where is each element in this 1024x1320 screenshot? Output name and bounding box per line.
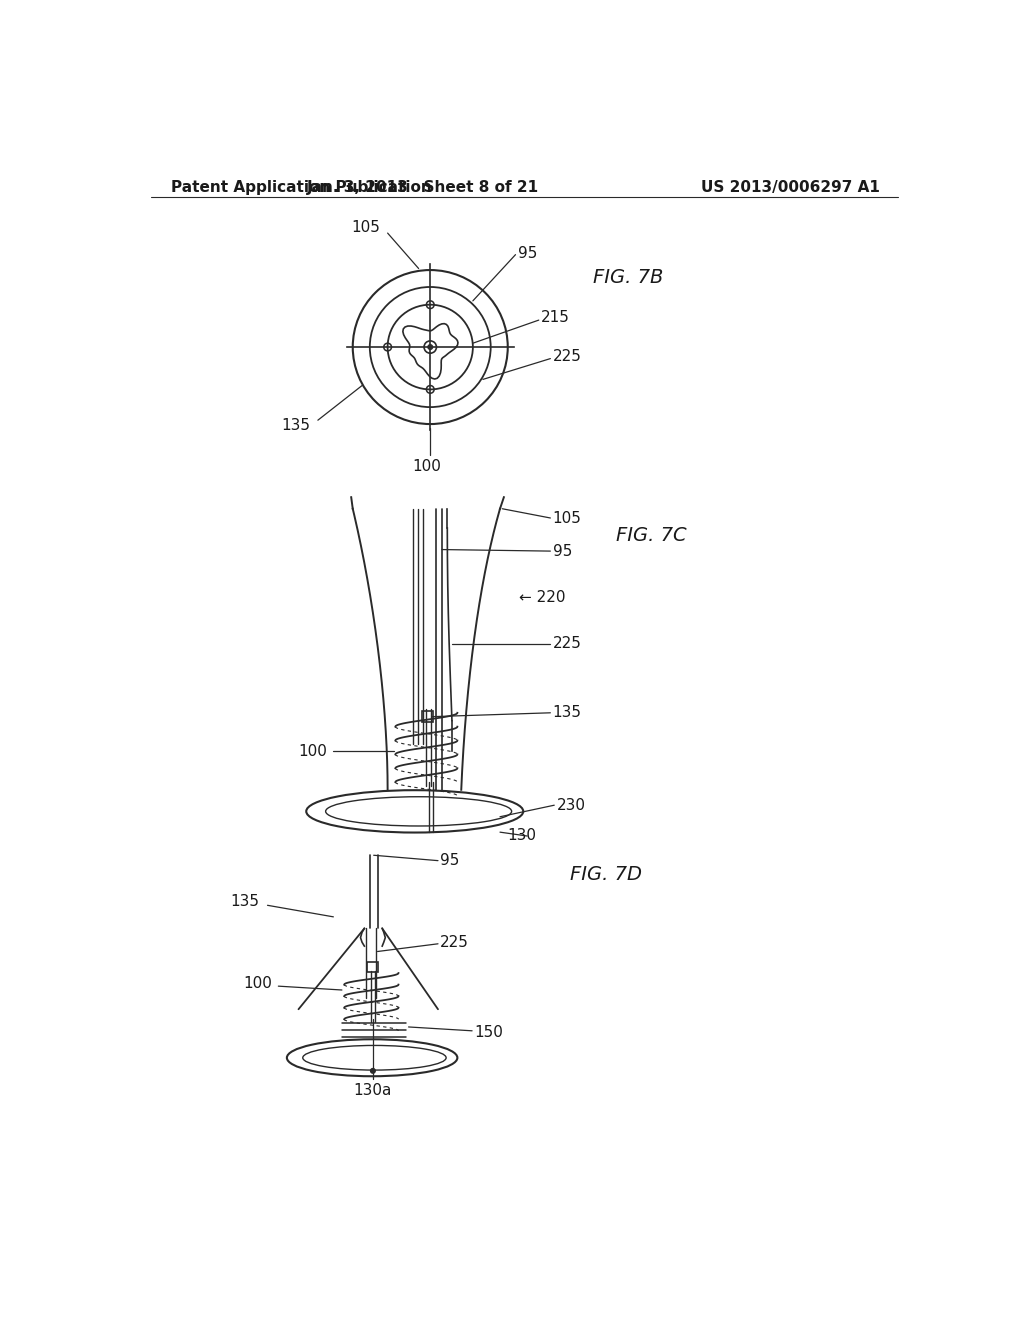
Text: 100: 100 xyxy=(412,459,440,474)
Text: Jan. 3, 2013   Sheet 8 of 21: Jan. 3, 2013 Sheet 8 of 21 xyxy=(306,180,539,195)
Text: 215: 215 xyxy=(541,310,570,325)
Text: 135: 135 xyxy=(553,705,582,721)
Text: 130a: 130a xyxy=(353,1082,391,1098)
Text: 135: 135 xyxy=(282,418,310,433)
Text: US 2013/0006297 A1: US 2013/0006297 A1 xyxy=(700,180,880,195)
Circle shape xyxy=(371,1069,375,1073)
Text: 95: 95 xyxy=(440,853,460,869)
Text: 225: 225 xyxy=(553,636,582,651)
Text: 225: 225 xyxy=(553,348,582,364)
Text: FIG. 7D: FIG. 7D xyxy=(569,865,642,884)
Text: 130: 130 xyxy=(508,829,537,843)
Text: 95: 95 xyxy=(518,246,538,260)
Text: 150: 150 xyxy=(474,1024,504,1040)
Text: 100: 100 xyxy=(244,977,272,991)
Text: 230: 230 xyxy=(557,797,586,813)
Text: 135: 135 xyxy=(230,894,260,909)
Text: 225: 225 xyxy=(440,935,469,950)
Text: 105: 105 xyxy=(351,220,380,235)
Text: FIG. 7B: FIG. 7B xyxy=(593,268,664,288)
Text: 105: 105 xyxy=(553,511,582,527)
Text: ← 220: ← 220 xyxy=(519,590,566,605)
Text: 95: 95 xyxy=(553,544,572,560)
Text: Patent Application Publication: Patent Application Publication xyxy=(171,180,431,195)
Text: 100: 100 xyxy=(298,743,328,759)
Circle shape xyxy=(428,345,432,350)
Text: FIG. 7C: FIG. 7C xyxy=(616,527,687,545)
